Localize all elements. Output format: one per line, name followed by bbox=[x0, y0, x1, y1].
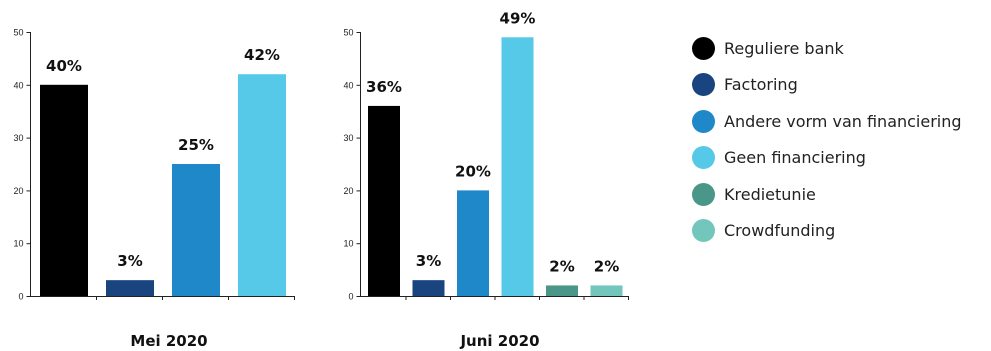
chart-1-bar-2 bbox=[457, 190, 489, 296]
chart-1-bar-label-0: 36% bbox=[366, 78, 402, 96]
legend-item: Andere vorm van financiering bbox=[692, 103, 962, 140]
chart-1-bar-1 bbox=[412, 280, 445, 296]
legend-swatch bbox=[692, 182, 715, 206]
legend-swatch bbox=[692, 219, 715, 243]
legend-label: Crowdfunding bbox=[724, 221, 836, 241]
legend-label: Factoring bbox=[724, 75, 798, 95]
chart-1-y-tick-label: 10 bbox=[343, 239, 353, 249]
chart-0-bar-label-2: 25% bbox=[178, 136, 214, 154]
chart-legend: Reguliere bank Factoring Andere vorm van f… bbox=[692, 30, 962, 249]
chart-1-y-tick-label: 40 bbox=[343, 80, 353, 90]
chart-1-bar-4 bbox=[546, 285, 578, 296]
chart-1-bar-3 bbox=[501, 37, 534, 296]
legend-label: Geen financiering bbox=[724, 148, 866, 168]
chart-1-y-tick-label: 20 bbox=[343, 186, 353, 196]
chart-0-bar-0 bbox=[40, 84, 88, 296]
chart-0-y-tick-label: 0 bbox=[18, 292, 23, 302]
legend-label: Reguliere bank bbox=[724, 38, 844, 58]
chart-0-y-tick-label: 20 bbox=[13, 186, 23, 196]
legend-item: Geen financiering bbox=[692, 140, 962, 177]
chart-1-y-tick-label: 50 bbox=[343, 28, 353, 38]
legend-swatch bbox=[692, 73, 715, 97]
chart-0-bar-3 bbox=[238, 74, 286, 297]
chart-1-y-tick-label: 30 bbox=[343, 133, 353, 143]
legend-item: Crowdfunding bbox=[692, 213, 962, 250]
chart-0-title: Mei 2020 bbox=[130, 332, 207, 350]
legend-item: Factoring bbox=[692, 67, 962, 104]
chart-0-bar-label-0: 40% bbox=[46, 57, 82, 75]
chart-1-bar-label-4: 2% bbox=[549, 257, 574, 275]
chart-1-bar-label-2: 20% bbox=[455, 162, 491, 180]
chart-0-bar-label-3: 42% bbox=[244, 46, 280, 64]
chart-1-title: Juni 2020 bbox=[459, 332, 539, 350]
chart-0-y-tick-label: 30 bbox=[13, 133, 23, 143]
chart-0-bar-label-1: 3% bbox=[117, 252, 142, 270]
legend-swatch bbox=[692, 36, 715, 60]
chart-1-y-tick-label: 0 bbox=[348, 292, 353, 302]
legend-label: Andere vorm van financiering bbox=[724, 111, 962, 131]
legend-label: Kredietunie bbox=[724, 184, 816, 204]
legend-item: Kredietunie bbox=[692, 176, 962, 213]
chart-0-y-tick-label: 10 bbox=[13, 239, 23, 249]
chart-1-bar-label-5: 2% bbox=[594, 257, 619, 275]
chart-1-bar-label-3: 49% bbox=[500, 9, 536, 27]
chart-1-bar-0 bbox=[368, 105, 400, 296]
chart-0-bar-2 bbox=[172, 164, 220, 296]
legend-swatch bbox=[692, 146, 715, 170]
chart-1-bar-5 bbox=[590, 285, 623, 296]
legend-swatch bbox=[692, 109, 715, 133]
legend-item: Reguliere bank bbox=[692, 30, 962, 67]
chart-1-bar-label-1: 3% bbox=[416, 252, 441, 270]
chart-0-y-tick-label: 50 bbox=[13, 28, 23, 38]
chart-0-bar-1 bbox=[106, 280, 154, 296]
chart-0-y-tick-label: 40 bbox=[13, 80, 23, 90]
